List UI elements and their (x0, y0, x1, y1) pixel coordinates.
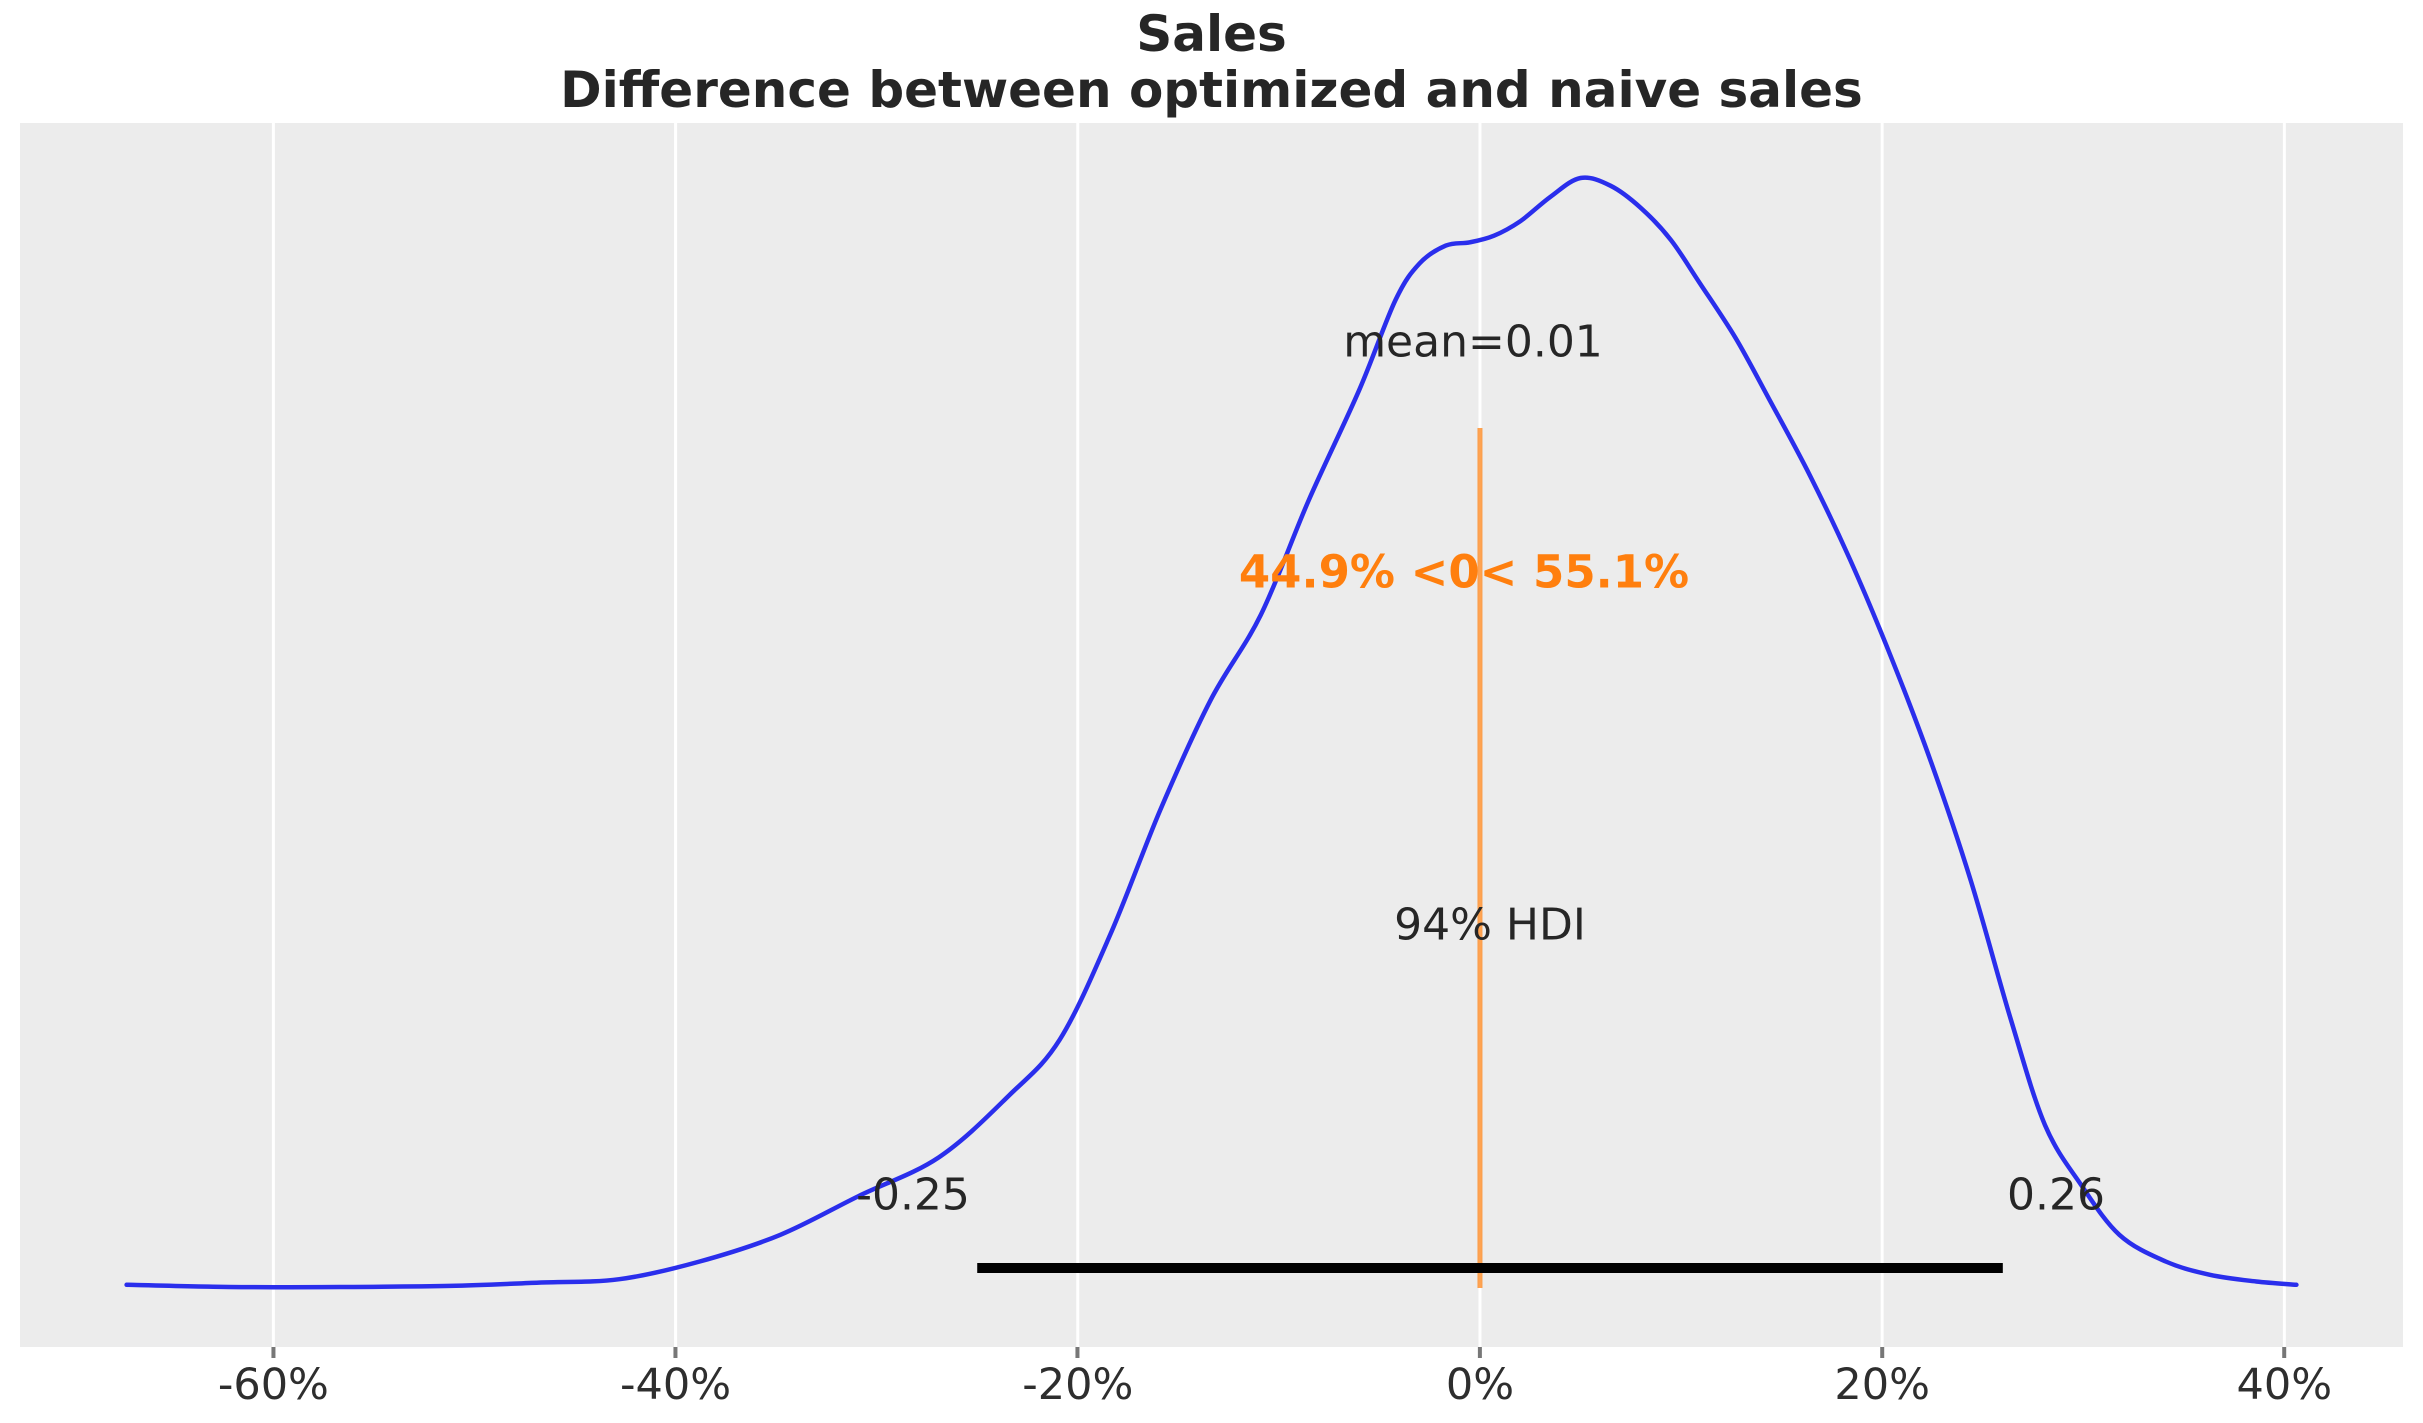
x-tick-mark (2282, 1347, 2287, 1358)
x-tick-label: 20% (1834, 1360, 1930, 1410)
x-tick: 40% (2236, 1347, 2333, 1410)
x-tick-mark (1477, 1347, 1482, 1358)
plot-area (20, 123, 2403, 1347)
x-tick: 0% (1446, 1347, 1514, 1408)
x-tick: 20% (1834, 1347, 1930, 1408)
x-tick-mark (1075, 1347, 1080, 1358)
ref-val-label: 44.9% <0< 55.1% (1238, 545, 1690, 599)
hdi-lower-label: -0.25 (856, 1169, 970, 1221)
x-tick-mark (271, 1347, 276, 1358)
kde-density-curve (124, 175, 2299, 1290)
x-tick: -20% (1022, 1347, 1133, 1408)
mean-label: mean=0.01 (1343, 316, 1603, 368)
kde-plot-canvas (124, 123, 2299, 1347)
x-axis: -60% -40% -20% 0% 20% 40% (20, 1347, 2403, 1423)
hdi-label: 94% HDI (1394, 899, 1586, 951)
x-tick-label: 40% (2236, 1360, 2333, 1410)
x-tick-mark (673, 1347, 678, 1358)
x-tick-label: -20% (1022, 1360, 1134, 1410)
x-tick-label: -60% (217, 1360, 329, 1410)
chart-title-line2: Difference between optimized and naive s… (560, 61, 1863, 119)
x-tick: -60% (218, 1347, 329, 1408)
x-tick: -40% (620, 1347, 731, 1408)
x-tick-mark (1880, 1347, 1885, 1358)
hdi-upper-label: 0.26 (2007, 1169, 2105, 1221)
x-tick-label: -40% (620, 1360, 732, 1410)
chart-title-line1: Sales (1136, 5, 1287, 63)
x-tick-label: 0% (1445, 1360, 1515, 1410)
chart-title: Sales Difference between optimized and n… (20, 6, 2403, 118)
